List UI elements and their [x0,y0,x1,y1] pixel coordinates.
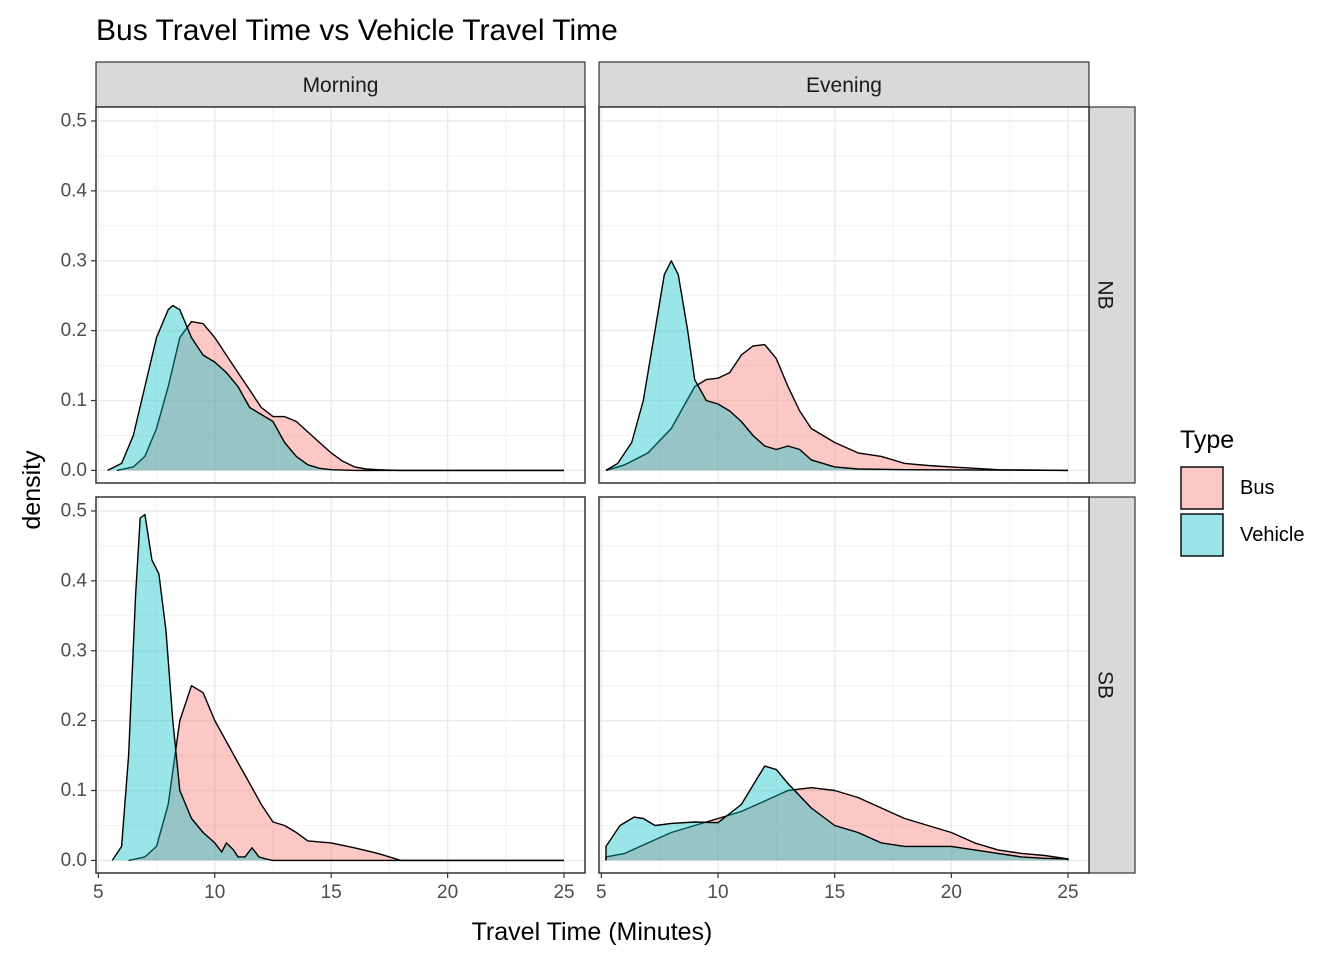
legend-label: Bus [1240,477,1274,499]
minor-grid [599,497,1089,873]
panel-nb-morning: 0.0 0.1 0.2 0.3 0.4 0.5 [61,106,586,484]
x-tick-label: 10 [204,882,225,903]
facet-panels: Morning EveningNBSB0.00.10.20.30.40.50.00… [61,61,1136,903]
x-axis-evening: 5 10 15 20 25 [596,873,1079,903]
legend-title: Type [1180,426,1234,454]
density-area-bus [605,343,1069,472]
x-tick-label: 5 [596,882,607,903]
strip-morning: Morning [95,61,586,108]
panel-nb-evening [598,106,1090,484]
major-grid [599,107,1089,483]
chart-title: Bus Travel Time vs Vehicle Travel Time [96,14,618,47]
density-area-vehicle [605,765,1069,861]
minor-grid [599,107,1089,483]
y-tick-label: 0.0 [61,460,87,481]
y-tick-label: 0.3 [61,250,87,271]
y-tick-label: 0.1 [61,390,87,411]
major-grid [599,497,1089,873]
legend-swatch [1180,513,1224,557]
density-area-bus [605,787,1069,861]
panel-sb-morning: 0.0 0.1 0.2 0.3 0.4 0.5 5 10 15 20 25 [61,496,586,903]
legend-item-bus: Bus [1180,466,1274,510]
y-tick-label: 0.4 [61,180,88,201]
y-tick-label: 0.5 [61,110,87,131]
minor-grid [96,497,585,873]
density-area-bus [128,685,564,862]
x-tick-label: 20 [941,882,962,903]
y-tick-label: 0.2 [61,320,87,341]
y-tick-label: 0.1 [61,780,87,801]
strip-label: SB [1094,671,1117,699]
panel-sb-evening: 5 10 15 20 25 [596,496,1090,903]
density-area-bus [116,320,564,472]
y-axis-sb: 0.0 0.1 0.2 0.3 0.4 0.5 [61,500,96,871]
y-tick-label: 0.5 [61,500,87,521]
density-area-vehicle [605,260,1069,472]
legend-label: Vehicle [1240,524,1305,546]
y-tick-label: 0.3 [61,640,87,661]
strip-label: Evening [806,74,882,97]
y-tick-label: 0.4 [61,570,88,591]
x-tick-label: 15 [321,882,342,903]
x-tick-label: 25 [553,882,574,903]
strip-sb: SB [1088,496,1136,874]
density-area-vehicle [107,304,564,472]
y-tick-label: 0.0 [61,850,87,871]
x-tick-label: 25 [1057,882,1078,903]
y-tick-label: 0.2 [61,710,87,731]
major-grid [96,107,585,483]
strip-evening: Evening [598,61,1090,108]
x-tick-label: 10 [707,882,728,903]
strip-label: Morning [303,74,379,97]
y-axis-title: density [18,450,46,530]
x-tick-label: 15 [824,882,845,903]
density-area-vehicle [111,513,564,862]
legend-swatch [1180,466,1224,510]
legend: Type Bus Vehicle [1180,426,1305,557]
x-tick-label: 5 [93,882,104,903]
legend-item-vehicle: Vehicle [1180,513,1305,557]
minor-grid [96,107,585,483]
x-axis-morning: 5 10 15 20 25 [93,873,575,903]
strip-label: NB [1094,280,1117,309]
x-tick-label: 20 [437,882,458,903]
x-axis-title: Travel Time (Minutes) [472,918,713,946]
y-axis-nb: 0.0 0.1 0.2 0.3 0.4 0.5 [61,110,96,481]
strip-nb: NB [1088,106,1136,484]
